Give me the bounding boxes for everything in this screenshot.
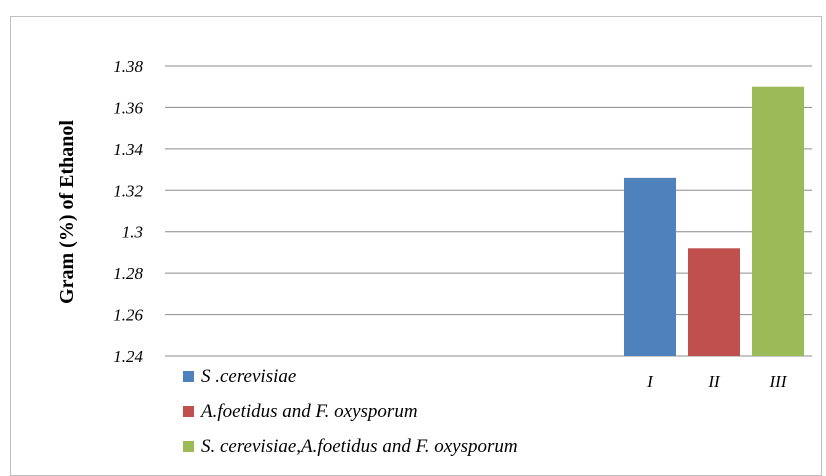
- x-tick-labels: I II III: [646, 372, 788, 391]
- y-tick-label: 1.24: [113, 347, 143, 366]
- bar-III: [752, 87, 804, 356]
- y-tick-label: 1.32: [113, 181, 143, 200]
- bar-II: [688, 248, 740, 356]
- y-tick-label: 1.3: [122, 223, 143, 242]
- legend: S .cerevisiae A.foetidus and F. oxysporum…: [183, 366, 518, 457]
- y-tick-label: 1.26: [113, 306, 143, 325]
- y-tick-label: 1.38: [113, 57, 143, 76]
- y-tick-label: 1.36: [113, 98, 143, 117]
- x-tick-label: II: [707, 372, 721, 391]
- legend-entry: A.foetidus and F. oxysporum: [199, 401, 418, 422]
- y-tick-label: 1.34: [113, 140, 143, 159]
- x-tick-label: I: [646, 372, 654, 391]
- bar-I: [624, 178, 676, 356]
- legend-swatch: [183, 406, 194, 417]
- x-tick-label: III: [769, 372, 788, 391]
- legend-entry: S .cerevisiae: [201, 366, 296, 387]
- legend-swatch: [183, 371, 194, 382]
- y-axis-label: Gram (%) of Ethanol: [56, 120, 78, 304]
- bars: [624, 87, 804, 356]
- legend-swatch: [183, 441, 194, 452]
- y-tick-labels: 1.24 1.26 1.28 1.3 1.32 1.34 1.36 1.38: [113, 57, 143, 366]
- legend-entry: S. cerevisiae,A.foetidus and F. oxysporu…: [201, 436, 518, 457]
- y-tick-label: 1.28: [113, 264, 143, 283]
